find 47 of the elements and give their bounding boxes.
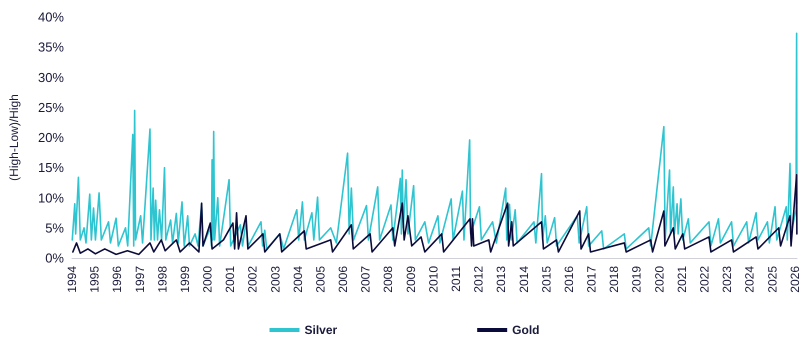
x-tick-label: 2006 (336, 266, 350, 293)
y-tick-label: 15% (38, 160, 64, 176)
y-tick-label: 0% (45, 250, 64, 266)
x-tick-label: 2009 (404, 266, 418, 293)
x-tick-label: 2018 (607, 266, 622, 293)
x-tick-label: 2025 (765, 266, 780, 293)
x-tick-label: 2005 (313, 266, 328, 293)
x-tick-label: 1995 (88, 266, 102, 293)
x-tick-label: 2013 (494, 266, 508, 293)
x-tick-label: 2019 (630, 266, 644, 293)
x-tick-label: 2004 (290, 266, 305, 293)
y-tick-label: 5% (45, 220, 64, 236)
line-series (72, 174, 798, 256)
x-tick-label: 1997 (132, 266, 147, 293)
x-tick-label: 2002 (246, 266, 260, 293)
x-tick-label: 2021 (674, 266, 689, 293)
x-tick-label: 2010 (426, 266, 440, 293)
x-tick-label: 2026 (788, 266, 802, 293)
x-tick-label: 2023 (720, 266, 734, 293)
y-tick-label: 10% (38, 190, 64, 206)
legend-label: Silver (304, 323, 338, 337)
line-series (71, 32, 798, 250)
y-tick-label: 25% (38, 100, 64, 115)
x-tick-label: 2014 (516, 266, 531, 293)
x-tick-label: 2000 (200, 266, 214, 293)
y-tick-label: 30% (38, 70, 64, 85)
y-tick-label: 40% (38, 10, 64, 24)
y-tick-label: 20% (38, 130, 64, 145)
y-axis-title: (High-Low)/High (7, 94, 21, 181)
x-tick-label: 2003 (268, 266, 282, 293)
x-tick-label: 2022 (697, 266, 712, 293)
x-tick-label: 2011 (448, 266, 463, 292)
x-tick-label: 2024 (742, 266, 757, 293)
y-tick-label: 35% (38, 40, 64, 55)
x-tick-label: 2007 (358, 266, 373, 293)
x-tick-label: 1999 (178, 266, 192, 293)
x-tick-label: 2008 (381, 266, 396, 293)
x-tick-label: 2016 (562, 266, 576, 293)
x-tick-label: 1994 (65, 266, 79, 293)
x-tick-label: 1998 (155, 266, 170, 293)
legend-label: Gold (512, 323, 540, 337)
x-tick-label: 1996 (110, 266, 124, 293)
x-tick-label: 2020 (652, 266, 666, 293)
x-tick-label: 2015 (539, 266, 554, 293)
x-tick-label: 2012 (472, 266, 486, 293)
x-tick-label: 2017 (584, 266, 599, 293)
x-tick-label: 2001 (223, 266, 238, 293)
